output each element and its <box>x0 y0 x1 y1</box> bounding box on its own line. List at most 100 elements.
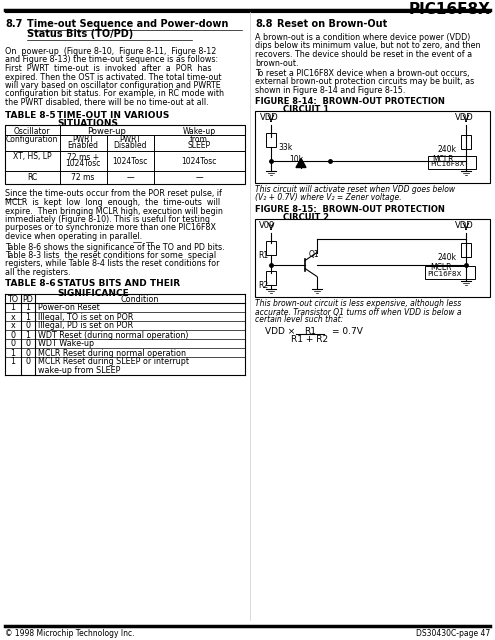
Text: and Figure 8-13) the time-out sequence is as follows:: and Figure 8-13) the time-out sequence i… <box>5 56 218 65</box>
Text: Oscillator: Oscillator <box>14 127 50 136</box>
Text: FIGURE 8-14:  BROWN-OUT PROTECTION: FIGURE 8-14: BROWN-OUT PROTECTION <box>255 97 445 106</box>
Text: Since the time-outs occur from the POR reset pulse, if: Since the time-outs occur from the POR r… <box>5 189 222 198</box>
Bar <box>428 156 476 168</box>
Text: TIME-OUT IN VARIOUS: TIME-OUT IN VARIOUS <box>57 111 169 120</box>
Text: registers, while Table 8-4 lists the reset conditions for: registers, while Table 8-4 lists the res… <box>5 259 219 269</box>
Text: —: — <box>126 173 134 182</box>
Text: from: from <box>190 136 208 145</box>
Text: Wake-up: Wake-up <box>183 127 215 136</box>
Text: SIGNIFICANCE: SIGNIFICANCE <box>57 289 129 298</box>
Text: 0: 0 <box>10 339 15 349</box>
Text: x: x <box>10 321 15 330</box>
Text: certain level such that:: certain level such that: <box>255 316 343 324</box>
Text: Configuration: Configuration <box>6 136 58 145</box>
Text: configuration bit status. For example, in RC mode with: configuration bit status. For example, i… <box>5 90 224 99</box>
Bar <box>255 218 490 296</box>
Text: © 1998 Microchip Technology Inc.: © 1998 Microchip Technology Inc. <box>5 629 135 638</box>
Text: 1024Tosc: 1024Tosc <box>181 157 217 166</box>
Bar <box>266 271 276 285</box>
Text: MCLR  is  kept  low  long  enough,  the  time-outs  will: MCLR is kept low long enough, the time-o… <box>5 198 220 207</box>
Polygon shape <box>296 159 306 168</box>
Text: device when operating in parallel.: device when operating in parallel. <box>5 232 142 241</box>
Text: MCLR: MCLR <box>432 154 453 163</box>
Text: PD: PD <box>23 294 34 303</box>
Text: VDD: VDD <box>455 113 474 122</box>
Text: RC: RC <box>27 173 37 182</box>
Text: PWRT: PWRT <box>119 136 141 145</box>
Text: 1: 1 <box>26 312 31 321</box>
Bar <box>425 266 475 278</box>
Text: external brown-out protection circuits may be built, as: external brown-out protection circuits m… <box>255 77 474 86</box>
Text: 1024Tosc: 1024Tosc <box>65 159 100 168</box>
Text: TO: TO <box>7 294 19 303</box>
Text: R1 + R2: R1 + R2 <box>292 335 329 344</box>
Text: 0: 0 <box>10 330 15 339</box>
Text: expire.  Then bringing MCLR high, execution will begin: expire. Then bringing MCLR high, executi… <box>5 207 223 216</box>
Text: 1: 1 <box>26 303 31 312</box>
Text: VDD ×: VDD × <box>265 328 295 337</box>
Text: purposes or to synchronize more than one PIC16F8X: purposes or to synchronize more than one… <box>5 223 216 232</box>
Text: Enabled: Enabled <box>67 141 99 150</box>
Text: 0: 0 <box>26 358 31 367</box>
Text: immediately (Figure 8-10). This is useful for testing: immediately (Figure 8-10). This is usefu… <box>5 215 210 224</box>
Text: MCLR: MCLR <box>430 262 451 271</box>
Text: 240k: 240k <box>438 253 457 262</box>
Text: shown in Figure 8-14 and Figure 8-15.: shown in Figure 8-14 and Figure 8-15. <box>255 86 405 95</box>
Text: expired. Then the OST is activated. The total time-out: expired. Then the OST is activated. The … <box>5 72 221 81</box>
Text: Illegal, PD is set on POR: Illegal, PD is set on POR <box>38 321 133 330</box>
Text: On  power-up  (Figure 8-10,  Figure 8-11,  Figure 8-12: On power-up (Figure 8-10, Figure 8-11, F… <box>5 47 216 56</box>
Text: 10k: 10k <box>289 154 303 163</box>
Text: Power-up: Power-up <box>88 127 126 136</box>
Text: R1: R1 <box>258 250 268 259</box>
Text: 1: 1 <box>10 358 15 367</box>
Text: dips below its minimum value, but not to zero, and then: dips below its minimum value, but not to… <box>255 42 481 51</box>
Text: 8.8: 8.8 <box>255 19 273 29</box>
Text: = 0.7V: = 0.7V <box>332 328 363 337</box>
Text: Table 8-6 shows the significance of the TO and PD bits.: Table 8-6 shows the significance of the … <box>5 243 225 252</box>
Text: FIGURE 8-15:  BROWN-OUT PROTECTION: FIGURE 8-15: BROWN-OUT PROTECTION <box>255 205 445 214</box>
Bar <box>461 243 471 257</box>
Text: Disabled: Disabled <box>113 141 147 150</box>
Text: 0: 0 <box>26 339 31 349</box>
Text: 240k: 240k <box>438 145 457 154</box>
Text: DS30430C-page 47: DS30430C-page 47 <box>416 629 490 638</box>
Text: A brown-out is a condition where device power (VDD): A brown-out is a condition where device … <box>255 33 470 42</box>
Text: PIC16F8X: PIC16F8X <box>430 161 464 166</box>
Text: accurate. Transistor Q1 turns off when VDD is below a: accurate. Transistor Q1 turns off when V… <box>255 307 461 317</box>
Text: Illegal, TO is set on POR: Illegal, TO is set on POR <box>38 312 133 321</box>
Text: This circuit will activate reset when VDD goes below: This circuit will activate reset when VD… <box>255 186 455 195</box>
Text: Reset on Brown-Out: Reset on Brown-Out <box>277 19 387 29</box>
Text: PWRT: PWRT <box>72 136 94 145</box>
Text: 0: 0 <box>26 321 31 330</box>
Text: MCLR Reset during normal operation: MCLR Reset during normal operation <box>38 349 186 358</box>
Text: Time-out Sequence and Power-down: Time-out Sequence and Power-down <box>27 19 228 29</box>
Text: CIRCUIT 2: CIRCUIT 2 <box>283 214 329 223</box>
Text: 1: 1 <box>10 349 15 358</box>
Text: STATUS BITS AND THEIR: STATUS BITS AND THEIR <box>57 280 180 289</box>
Text: TABLE 8-6: TABLE 8-6 <box>5 280 55 289</box>
Text: 0: 0 <box>26 349 31 358</box>
Text: 1024Tosc: 1024Tosc <box>112 157 148 166</box>
Text: SLEEP: SLEEP <box>188 141 210 150</box>
Text: Status Bits (TO/PD): Status Bits (TO/PD) <box>27 29 133 39</box>
Text: PIC16F8X: PIC16F8X <box>427 271 461 276</box>
Text: 1: 1 <box>26 330 31 339</box>
Bar <box>266 132 276 147</box>
Text: 72 ms +: 72 ms + <box>67 152 99 161</box>
Text: —: — <box>195 173 203 182</box>
Text: SITUATIONS: SITUATIONS <box>57 120 118 129</box>
Text: CIRCUIT 1: CIRCUIT 1 <box>283 106 329 115</box>
Text: Power-on Reset: Power-on Reset <box>38 303 100 312</box>
Text: V09: V09 <box>259 221 275 230</box>
Text: PIC16F8X: PIC16F8X <box>408 2 490 17</box>
Text: R1: R1 <box>304 328 316 337</box>
Bar <box>266 241 276 255</box>
Text: the PWRT disabled, there will be no time-out at all.: the PWRT disabled, there will be no time… <box>5 98 208 107</box>
Bar <box>461 134 471 148</box>
Text: Q1: Q1 <box>309 250 320 259</box>
Text: VDD: VDD <box>455 221 474 230</box>
Text: 1: 1 <box>10 303 15 312</box>
Text: brown-out.: brown-out. <box>255 58 298 67</box>
Text: To reset a PIC16F8X device when a brown-out occurs,: To reset a PIC16F8X device when a brown-… <box>255 69 469 78</box>
Text: 8.7: 8.7 <box>5 19 22 29</box>
